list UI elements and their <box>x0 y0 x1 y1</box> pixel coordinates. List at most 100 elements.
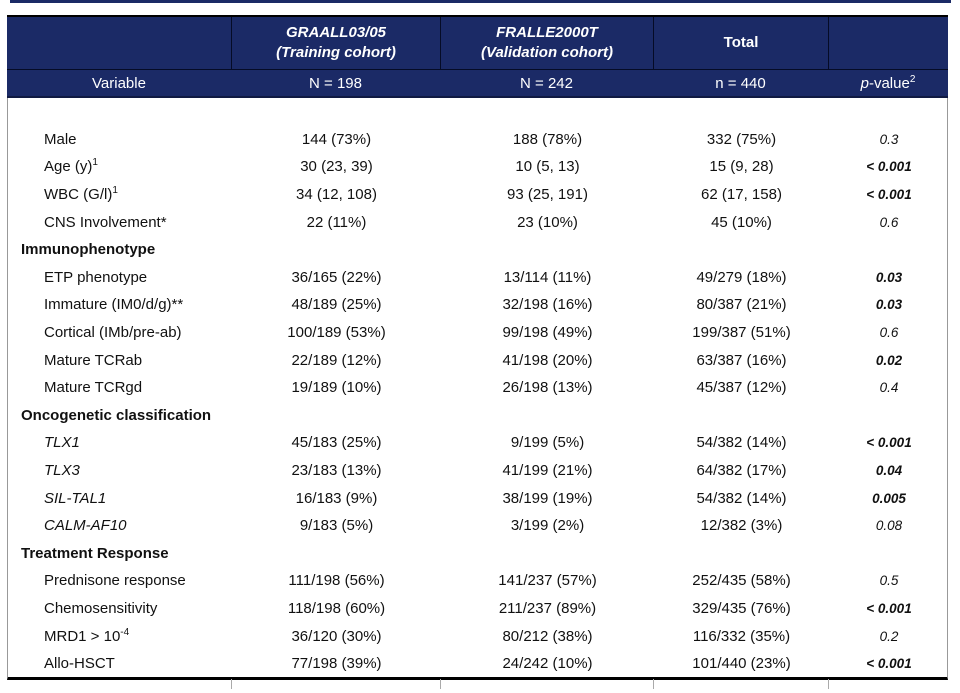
total-value: 116/332 (35%) <box>692 627 791 645</box>
header-training-cohort: GRAALL03/05 (Training cohort) <box>231 17 440 69</box>
total-value: 49/279 (18%) <box>696 268 787 286</box>
validation-value: 24/242 (10%) <box>502 655 593 673</box>
total-value: 62 (17, 158) <box>701 186 782 204</box>
table-row: Chemosensitivity 118/198 (60%) 211/237 (89… <box>8 595 947 623</box>
validation-value: 26/198 (13%) <box>502 379 593 397</box>
column-border-stub <box>440 679 441 689</box>
row-label: TLX3 <box>44 462 80 480</box>
table-row: MRD1 > 10-4 36/120 (30%) 80/212 (38%) 116/3… <box>8 622 947 650</box>
total-value: 329/435 (76%) <box>692 599 791 617</box>
header-group-row: GRAALL03/05 (Training cohort) FRALLE2000… <box>7 17 948 70</box>
validation-value: 3/199 (2%) <box>510 517 585 535</box>
total-value: 54/382 (14%) <box>696 434 787 452</box>
table-row: TLX3 23/183 (13%) 41/199 (21%) 64/382 (17%)… <box>8 457 947 485</box>
validation-value: 41/199 (21%) <box>502 462 593 480</box>
section-title: Oncogenetic classification <box>21 406 212 424</box>
p-value: 0.02 <box>875 352 903 368</box>
training-value: 118/198 (60%) <box>287 599 386 617</box>
training-value: 22 (11%) <box>306 213 367 231</box>
header-subrow: Variable N = 198 N = 242 n = 440 p-value… <box>7 70 948 96</box>
table-row: TLX1 45/183 (25%) 9/199 (5%) 54/382 (14%) < … <box>8 429 947 457</box>
training-value: 22/189 (12%) <box>291 351 382 369</box>
header-total: Total <box>653 17 828 69</box>
validation-value: 93 (25, 191) <box>507 186 588 204</box>
p-value: 0.6 <box>879 325 899 341</box>
total-value: 332 (75%) <box>706 130 777 148</box>
table-row: Immature (IM0/d/g)** 48/189 (25%) 32/198 (… <box>8 291 947 319</box>
validation-value: 188 (78%) <box>512 130 583 148</box>
row-label: TLX1 <box>44 434 80 452</box>
p-value: 0.04 <box>875 463 903 479</box>
column-border-stub <box>828 679 829 689</box>
total-value: 45/387 (12%) <box>696 379 787 397</box>
total-value: 54/382 (14%) <box>696 489 787 507</box>
table-row: Age (y)1 30 (23, 39) 10 (5, 13) 15 (9, 28) <… <box>8 153 947 181</box>
training-value: 19/189 (10%) <box>291 379 382 397</box>
column-border-stub <box>231 679 232 689</box>
training-value: 144 (73%) <box>301 130 372 148</box>
row-label: CNS Involvement* <box>44 213 167 231</box>
total-value: 199/387 (51%) <box>692 324 791 342</box>
total-n-header: n = 440 <box>715 74 766 92</box>
p-value: 0.4 <box>879 380 899 396</box>
row-label: SIL-TAL1 <box>44 489 107 507</box>
validation-value: 80/212 (38%) <box>502 627 593 645</box>
pvalue-superscript: 2 <box>909 73 916 85</box>
training-cohort-title: GRAALL03/05 <box>285 23 387 41</box>
p-value: 0.005 <box>872 490 906 506</box>
row-label: Male <box>44 130 77 148</box>
table-row: SIL-TAL1 16/183 (9%) 38/199 (19%) 54/382 (1… <box>8 484 947 512</box>
training-value: 34 (12, 108) <box>296 186 377 204</box>
header-empty-cell <box>7 17 231 69</box>
training-value: 48/189 (25%) <box>291 296 382 314</box>
total-value: 63/387 (16%) <box>696 351 787 369</box>
p-value: < 0.001 <box>866 187 912 203</box>
p-value: < 0.001 <box>866 159 912 175</box>
row-label: ETP phenotype <box>44 268 148 286</box>
section-title: Treatment Response <box>21 544 169 562</box>
total-value: 12/382 (3%) <box>700 517 783 535</box>
training-value: 9/183 (5%) <box>299 517 374 535</box>
p-value: < 0.001 <box>866 656 912 672</box>
p-value: 0.6 <box>879 214 899 230</box>
table-row: Mature TCRab 22/189 (12%) 41/198 (20%) 63/3… <box>8 346 947 374</box>
validation-value: 32/198 (16%) <box>502 296 593 314</box>
validation-cohort-subtitle: (Validation cohort) <box>481 44 613 61</box>
training-value: 45/183 (25%) <box>291 434 382 452</box>
row-label: CALM-AF10 <box>44 517 127 535</box>
section-header-row: Treatment Response <box>8 540 947 568</box>
validation-value: 99/198 (49%) <box>502 324 593 342</box>
training-cohort-subtitle: (Training cohort) <box>276 44 396 61</box>
training-value: 23/183 (13%) <box>291 462 382 480</box>
total-value: 252/435 (58%) <box>692 572 791 590</box>
validation-value: 10 (5, 13) <box>515 158 580 176</box>
column-border-stub <box>653 679 654 689</box>
p-value: 0.5 <box>879 573 899 589</box>
row-label: Mature TCRgd <box>44 379 143 397</box>
section-header-row: Oncogenetic classification <box>8 402 947 430</box>
table-header: GRAALL03/05 (Training cohort) FRALLE2000… <box>7 15 948 98</box>
training-n-header: N = 198 <box>309 74 362 92</box>
table-row: CNS Involvement* 22 (11%) 23 (10%) 45 (10%)… <box>8 208 947 236</box>
p-value: 0.2 <box>879 628 899 644</box>
training-value: 77/198 (39%) <box>291 655 382 673</box>
p-value: 0.03 <box>875 269 903 285</box>
table-row: CALM-AF10 9/183 (5%) 3/199 (2%) 12/382 (3%)… <box>8 512 947 540</box>
pvalue-rest: -value <box>868 74 910 92</box>
total-title: Total <box>723 33 759 51</box>
validation-value: 23 (10%) <box>517 213 578 231</box>
row-label: MRD1 > 10-4 <box>44 627 130 645</box>
validation-value: 211/237 (89%) <box>498 599 597 617</box>
training-value: 100/189 (53%) <box>287 324 386 342</box>
p-value: 0.03 <box>875 297 903 313</box>
total-value: 15 (9, 28) <box>709 158 774 176</box>
table-row: Mature TCRgd 19/189 (10%) 26/198 (13%) 45/3… <box>8 374 947 402</box>
p-value: 0.3 <box>879 131 899 147</box>
table-body: Male 144 (73%) 188 (78%) 332 (75%) 0.3 Age (y… <box>7 98 948 681</box>
training-value: 16/183 (9%) <box>295 489 378 507</box>
variable-column-header: Variable <box>92 74 146 92</box>
row-label: Immature (IM0/d/g)** <box>44 296 184 314</box>
table-row: ETP phenotype 36/165 (22%) 13/114 (11%) 49/… <box>8 264 947 292</box>
row-label: Prednisone response <box>44 572 186 590</box>
section-header-row: Immunophenotype <box>8 236 947 264</box>
